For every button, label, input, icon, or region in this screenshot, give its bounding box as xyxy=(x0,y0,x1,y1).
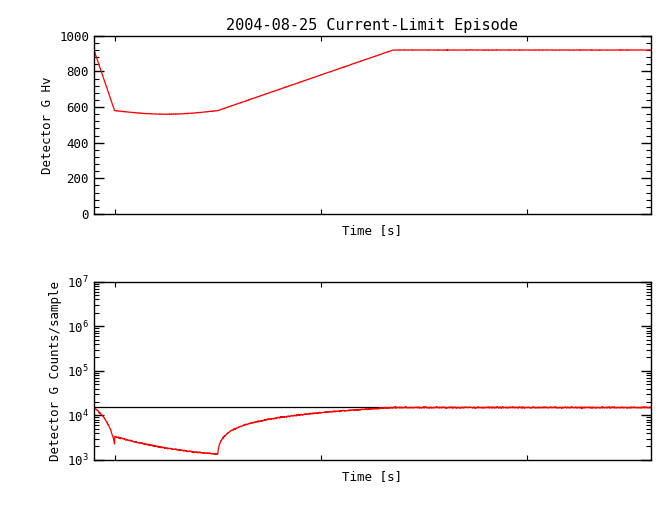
Y-axis label: Detector G Hv: Detector G Hv xyxy=(40,76,54,174)
X-axis label: Time [s]: Time [s] xyxy=(342,470,403,483)
X-axis label: Time [s]: Time [s] xyxy=(342,224,403,237)
Title: 2004-08-25 Current-Limit Episode: 2004-08-25 Current-Limit Episode xyxy=(226,18,519,33)
Y-axis label: Detector G Counts/sample: Detector G Counts/sample xyxy=(48,281,62,461)
